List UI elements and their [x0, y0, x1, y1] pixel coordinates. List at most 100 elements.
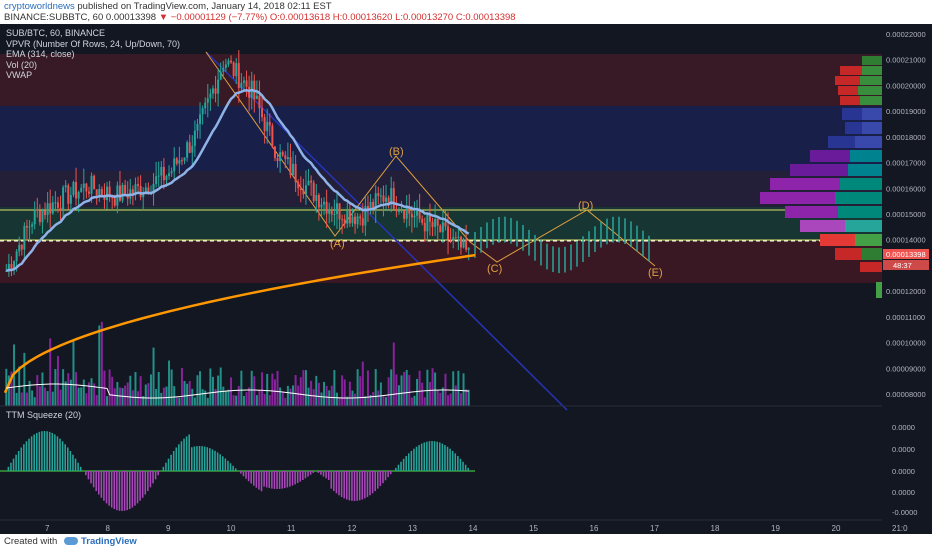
time-tick-label: 11 [287, 524, 296, 533]
legend-vwap[interactable]: VWAP [6, 70, 33, 80]
squeeze-bar [296, 471, 299, 484]
squeeze-bar [175, 447, 178, 471]
price-chart[interactable]: (A) (B) (C) (D) (E) 7 8 9 10 11 12 13 14 15 16 17 18 19 2… [0, 24, 932, 534]
volume-bar [85, 393, 88, 406]
squeeze-bar [322, 471, 325, 477]
volume-ma-line [6, 383, 469, 399]
tradingview-brand[interactable]: TradingView [64, 536, 137, 547]
wave-pattern [205, 51, 656, 267]
squeeze-bar [144, 471, 147, 495]
squeeze-bar [131, 471, 134, 508]
candle [59, 207, 62, 210]
candle [5, 270, 8, 272]
value-area-band [0, 241, 882, 283]
squeeze-bar [284, 471, 286, 489]
squeeze-bar [327, 471, 330, 480]
squeeze-bar [95, 471, 97, 491]
squeeze-bar [152, 471, 154, 484]
squeeze-bar [110, 471, 113, 508]
squeeze-bar [69, 451, 72, 471]
squeeze-bar [320, 471, 322, 475]
candle [82, 183, 85, 188]
volume-bar [304, 370, 307, 406]
candle [431, 221, 434, 227]
footer: Created with TradingView [0, 534, 932, 550]
candle [13, 261, 16, 270]
squeeze-bar [141, 471, 144, 498]
candle [237, 63, 240, 89]
chart-area[interactable]: (A) (B) (C) (D) (E) 7 8 9 10 11 12 13 14 15 16 17 18 19 2… [0, 24, 932, 534]
volume-bar [379, 382, 382, 406]
volume-bar [23, 352, 26, 406]
squeeze-bar [77, 462, 79, 471]
volume-bar [294, 375, 297, 406]
volume-bar [170, 369, 173, 406]
legend-osc[interactable]: TTM Squeeze (20) [6, 410, 82, 420]
candle [217, 79, 220, 94]
price-tick-label: 0.00021000 [886, 56, 926, 65]
squeeze-bar [20, 447, 23, 471]
volume-bar [41, 372, 44, 406]
volume-bar [206, 397, 209, 406]
volume-bar [364, 396, 367, 406]
volume-bar [302, 370, 305, 406]
candle [390, 188, 393, 205]
squeeze-bar [74, 458, 77, 471]
candle [211, 88, 214, 94]
squeeze-bar [410, 450, 413, 471]
squeeze-bar [72, 454, 74, 471]
candle [400, 210, 403, 212]
candle [413, 215, 416, 218]
squeeze-bar [100, 471, 103, 498]
squeeze-bar [25, 441, 28, 471]
squeeze-bar [85, 471, 87, 476]
candle [341, 219, 344, 221]
volume-bar [240, 370, 243, 406]
squeeze-bar [299, 471, 302, 482]
squeeze-bar [188, 434, 190, 471]
volume-bar [315, 375, 318, 406]
legend-ema[interactable]: EMA (314, close) [6, 49, 75, 59]
squeeze-bar [245, 471, 247, 479]
volume-bar [20, 392, 23, 406]
candle [131, 189, 134, 194]
squeeze-bar [369, 471, 371, 496]
candle [240, 82, 243, 89]
squeeze-bar [348, 471, 351, 501]
candle [137, 184, 140, 186]
volume-bar [431, 368, 434, 406]
price-tick-label: 0.00016000 [886, 184, 926, 193]
volume-bar [7, 375, 10, 406]
squeeze-bar [147, 471, 149, 491]
candle [10, 264, 13, 270]
volume-bar [77, 387, 80, 406]
candle [284, 155, 287, 160]
legend-vpvr[interactable]: VPVR (Number Of Rows, 24, Up/Down, 70) [6, 38, 181, 49]
candle [418, 208, 421, 219]
candle [38, 210, 41, 223]
author-link[interactable]: cryptoworldnews [4, 1, 75, 12]
candle [359, 216, 362, 219]
candle [343, 219, 346, 224]
squeeze-bar [356, 471, 358, 501]
squeeze-bar [312, 471, 314, 473]
volume-bar [165, 386, 168, 406]
volume-bar [62, 369, 65, 406]
squeeze-bar [10, 462, 12, 471]
volume-bar [237, 385, 240, 406]
volume-bar [38, 386, 41, 406]
volume-bar [49, 338, 52, 406]
volume-bar [199, 371, 202, 406]
squeeze-bar [15, 454, 17, 471]
volume-bar [211, 376, 214, 406]
squeeze-bar [333, 471, 335, 492]
price-tick-label: 0.00020000 [886, 81, 926, 90]
candle [457, 236, 460, 238]
squeeze-bar [46, 431, 48, 471]
legend-vol[interactable]: Vol (20) [6, 59, 38, 70]
candle [206, 98, 209, 103]
price-tick-label: 0.00018000 [886, 133, 926, 142]
candle [405, 207, 408, 219]
candle [111, 197, 114, 199]
volume-bar [175, 397, 178, 406]
